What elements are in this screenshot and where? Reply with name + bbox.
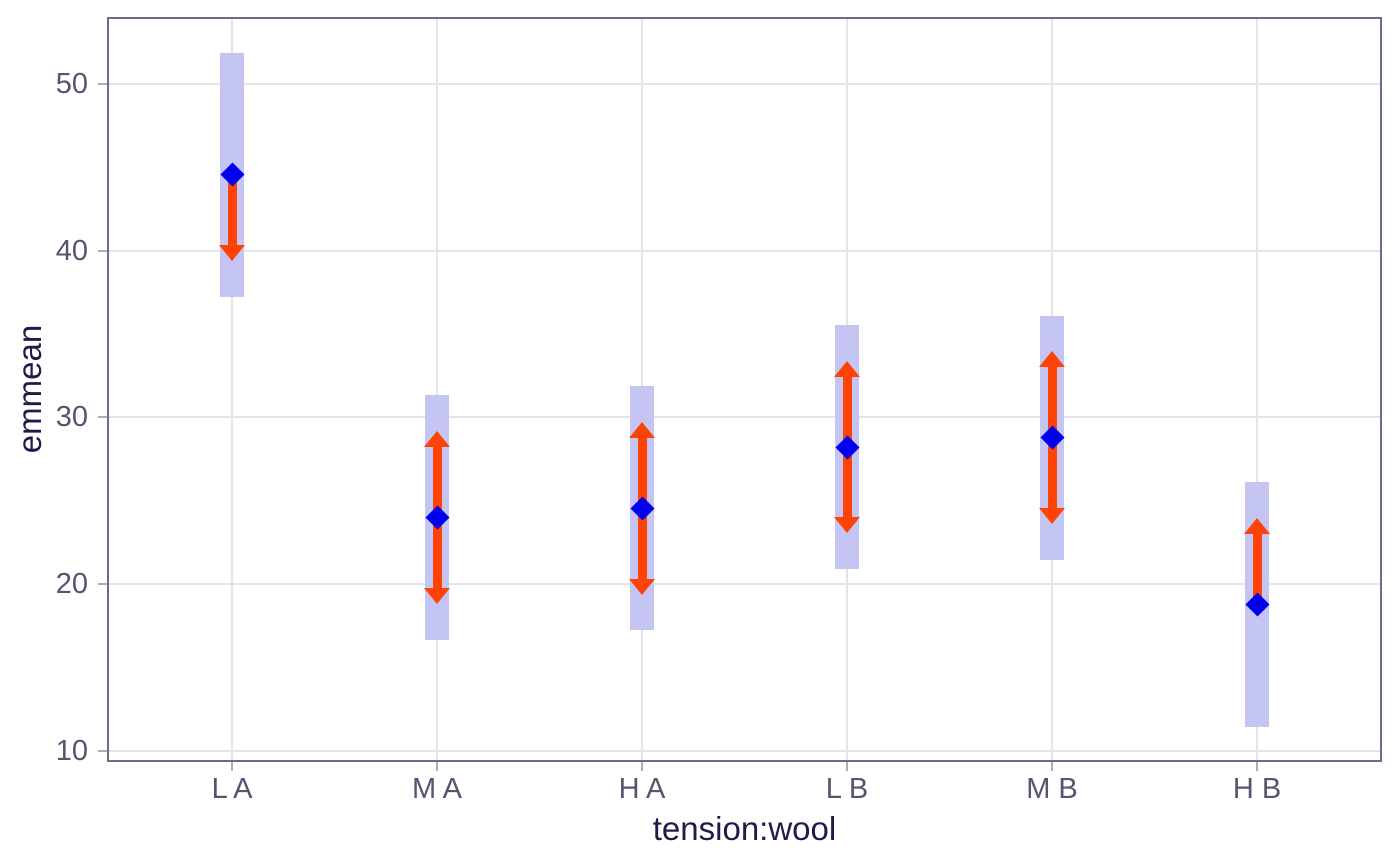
x-axis-tick-label: L A bbox=[211, 773, 253, 805]
x-axis-tick-label: L B bbox=[825, 773, 869, 805]
comparison-arrow-line bbox=[1047, 362, 1057, 438]
comparison-arrow-head-down bbox=[1039, 508, 1065, 525]
comparison-arrow-head-up bbox=[424, 431, 450, 448]
y-axis-tick bbox=[98, 583, 107, 586]
comparison-arrow-head-up bbox=[1244, 518, 1270, 535]
x-axis-tick-label: H A bbox=[618, 773, 666, 805]
comparison-arrow-head-up bbox=[1039, 351, 1065, 368]
comparison-arrow-line bbox=[637, 508, 647, 584]
x-axis-tick-label: M B bbox=[1026, 773, 1078, 805]
x-axis-tick bbox=[641, 762, 643, 771]
y-axis-tick bbox=[98, 249, 107, 252]
x-axis-tick bbox=[1256, 762, 1258, 771]
gridline-vertical bbox=[436, 19, 438, 760]
comparison-arrow-head-down bbox=[629, 578, 655, 595]
y-axis-tick-label: 10 bbox=[55, 734, 88, 767]
plot-panel bbox=[107, 17, 1382, 762]
comparison-arrow-line bbox=[842, 447, 852, 523]
gridline-horizontal bbox=[109, 583, 1380, 586]
x-axis-tick bbox=[231, 762, 233, 771]
gridline-horizontal bbox=[109, 749, 1380, 752]
x-axis-tick-label: H B bbox=[1232, 773, 1282, 805]
comparison-arrow-line bbox=[1252, 529, 1262, 605]
gridline-vertical bbox=[231, 19, 233, 760]
y-axis-tick-label: 50 bbox=[55, 68, 88, 100]
comparison-arrow-line bbox=[432, 442, 442, 518]
x-axis-title: tension:wool bbox=[652, 810, 837, 847]
x-axis-tick bbox=[846, 762, 848, 771]
gridline-horizontal bbox=[109, 249, 1380, 252]
comparison-arrow-head-down bbox=[219, 245, 245, 262]
comparison-arrow-line bbox=[227, 174, 237, 251]
gridline-horizontal bbox=[109, 416, 1380, 419]
y-axis-tick-label: 40 bbox=[55, 234, 88, 267]
y-axis-tick bbox=[98, 749, 107, 752]
x-axis-tick bbox=[436, 762, 438, 771]
comparison-arrow-line bbox=[432, 517, 442, 593]
comparison-arrow-head-up bbox=[834, 360, 860, 377]
y-axis-tick-label: 20 bbox=[55, 568, 88, 601]
comparison-arrow-line bbox=[1047, 437, 1057, 514]
y-axis-tick bbox=[98, 83, 107, 85]
y-axis-tick bbox=[98, 416, 107, 419]
x-axis-tick bbox=[1051, 762, 1053, 771]
y-axis-tick-label: 30 bbox=[55, 401, 88, 434]
gridline-horizontal bbox=[109, 83, 1380, 85]
comparison-arrow-head-up bbox=[629, 421, 655, 438]
comparison-arrow-head-down bbox=[834, 517, 860, 534]
comparison-arrow-head-down bbox=[424, 587, 450, 604]
x-axis-tick-label: M A bbox=[412, 773, 462, 805]
gridline-vertical bbox=[1256, 19, 1258, 760]
comparison-arrow-line bbox=[842, 371, 852, 448]
comparison-arrow-line bbox=[637, 432, 647, 509]
